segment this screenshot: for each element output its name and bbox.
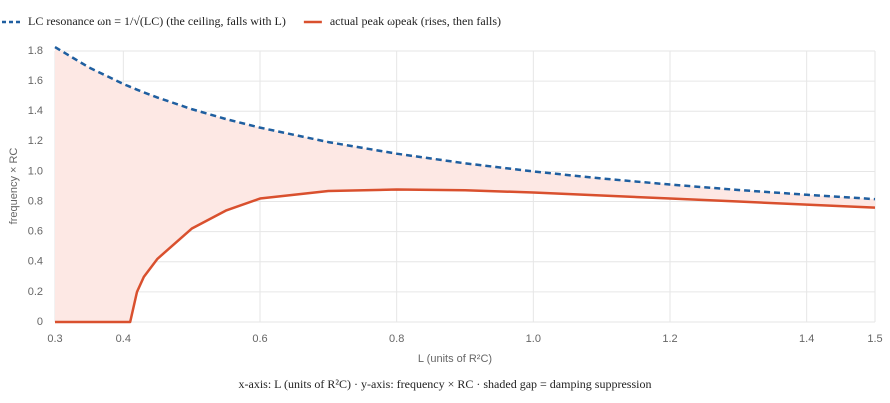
series-line (55, 188, 876, 324)
x-tick-label: 1.4 (799, 333, 814, 345)
y-tick-label: 1.4 (28, 105, 43, 117)
x-tick-label: 1.0 (526, 333, 541, 345)
x-tick-label: 1.5 (867, 333, 882, 345)
legend-label: LC resonance ωn = 1/√(LC) (the ceiling, … (28, 14, 286, 28)
series-line (54, 46, 876, 201)
y-tick-label: 0.2 (28, 286, 43, 298)
x-tick-label: 0.8 (389, 333, 404, 345)
y-axis-label: frequency × RC (8, 148, 20, 225)
y-tick-label: 1.0 (28, 165, 43, 177)
y-tick-label: 0.6 (28, 226, 43, 238)
y-tick-label: 1.2 (28, 135, 43, 147)
x-axis-label: L (units of R²C) (418, 353, 492, 365)
y-tick-label: 1.6 (28, 75, 43, 87)
x-tick-label: 0.3 (47, 333, 62, 345)
legend-label: actual peak ωpeak (rises, then falls) (330, 14, 501, 28)
y-tick-label: 1.8 (28, 45, 43, 57)
caption: x-axis: L (units of R²C) · y-axis: frequ… (239, 377, 652, 391)
shaded-gap (55, 47, 875, 322)
x-tick-label: 0.6 (252, 333, 267, 345)
x-tick-label: 1.2 (662, 333, 677, 345)
y-tick-label: 0 (37, 316, 43, 328)
y-tick-label: 0.4 (28, 256, 43, 268)
x-tick-label: 0.4 (116, 333, 131, 345)
y-tick-label: 0.8 (28, 195, 43, 207)
